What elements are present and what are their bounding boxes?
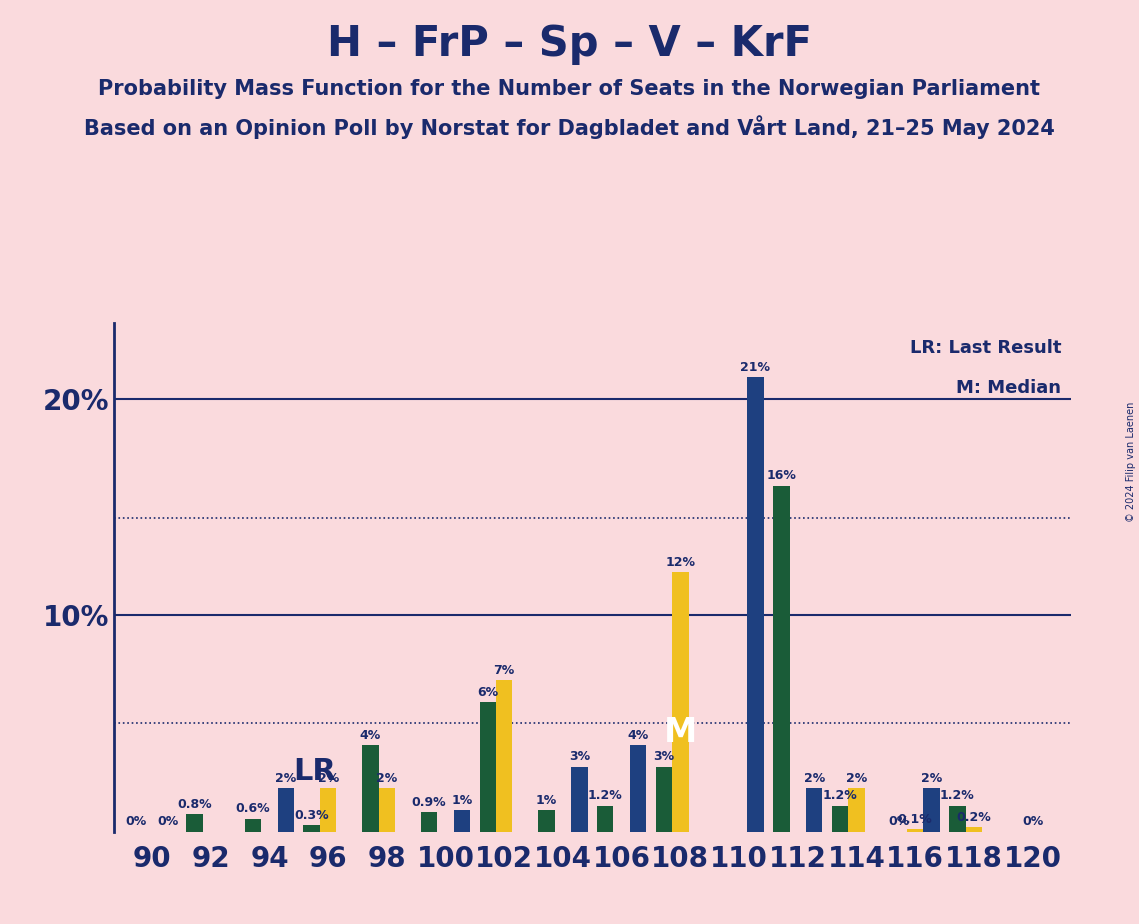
Bar [949,806,966,832]
Bar [539,810,555,832]
Bar [495,680,513,832]
Bar [907,830,924,832]
Bar [597,806,614,832]
Bar [966,827,982,832]
Bar [747,378,763,832]
Text: 0%: 0% [1022,815,1043,828]
Bar [421,812,437,832]
Text: 0.2%: 0.2% [957,811,991,824]
Text: 2%: 2% [846,772,867,785]
Bar [831,806,849,832]
Bar [362,745,378,832]
Text: 0.6%: 0.6% [236,802,270,815]
Bar [849,788,865,832]
Text: 0%: 0% [158,815,179,828]
Text: Probability Mass Function for the Number of Seats in the Norwegian Parliament: Probability Mass Function for the Number… [98,79,1041,99]
Text: 12%: 12% [665,556,695,569]
Bar [656,767,672,832]
Text: 4%: 4% [628,729,649,742]
Bar [480,702,495,832]
Text: 21%: 21% [740,361,770,374]
Text: 2%: 2% [921,772,942,785]
Bar [672,572,689,832]
Text: 2%: 2% [318,772,338,785]
Text: 1.2%: 1.2% [822,789,858,802]
Text: 2%: 2% [376,772,398,785]
Bar [924,788,940,832]
Text: 7%: 7% [493,664,515,677]
Text: Based on an Opinion Poll by Norstat for Dagbladet and Vårt Land, 21–25 May 2024: Based on an Opinion Poll by Norstat for … [84,116,1055,140]
Bar [378,788,395,832]
Bar [773,486,789,832]
Text: 2%: 2% [803,772,825,785]
Text: 4%: 4% [360,729,382,742]
Bar [453,810,470,832]
Text: 3%: 3% [568,750,590,763]
Bar [303,825,320,832]
Bar [806,788,822,832]
Text: 0%: 0% [888,815,909,828]
Text: LR: Last Result: LR: Last Result [910,338,1062,357]
Text: 2%: 2% [276,772,296,785]
Text: 0.9%: 0.9% [412,796,446,808]
Text: 0.1%: 0.1% [898,813,933,826]
Text: 0%: 0% [125,815,146,828]
Text: 0.3%: 0.3% [294,808,329,821]
Bar [571,767,588,832]
Bar [320,788,336,832]
Text: 1.2%: 1.2% [940,789,975,802]
Text: 1%: 1% [535,794,557,807]
Text: H – FrP – Sp – V – KrF: H – FrP – Sp – V – KrF [327,23,812,65]
Bar [245,819,261,832]
Bar [630,745,646,832]
Text: 3%: 3% [654,750,674,763]
Text: 1%: 1% [451,794,473,807]
Text: M: M [664,716,697,749]
Text: M: Median: M: Median [956,379,1062,397]
Text: LR: LR [293,757,336,786]
Text: 16%: 16% [767,469,796,482]
Text: 0.8%: 0.8% [177,798,212,811]
Text: 1.2%: 1.2% [588,789,623,802]
Text: 6%: 6% [477,686,499,699]
Bar [278,788,294,832]
Bar [186,814,203,832]
Text: © 2024 Filip van Laenen: © 2024 Filip van Laenen [1126,402,1136,522]
